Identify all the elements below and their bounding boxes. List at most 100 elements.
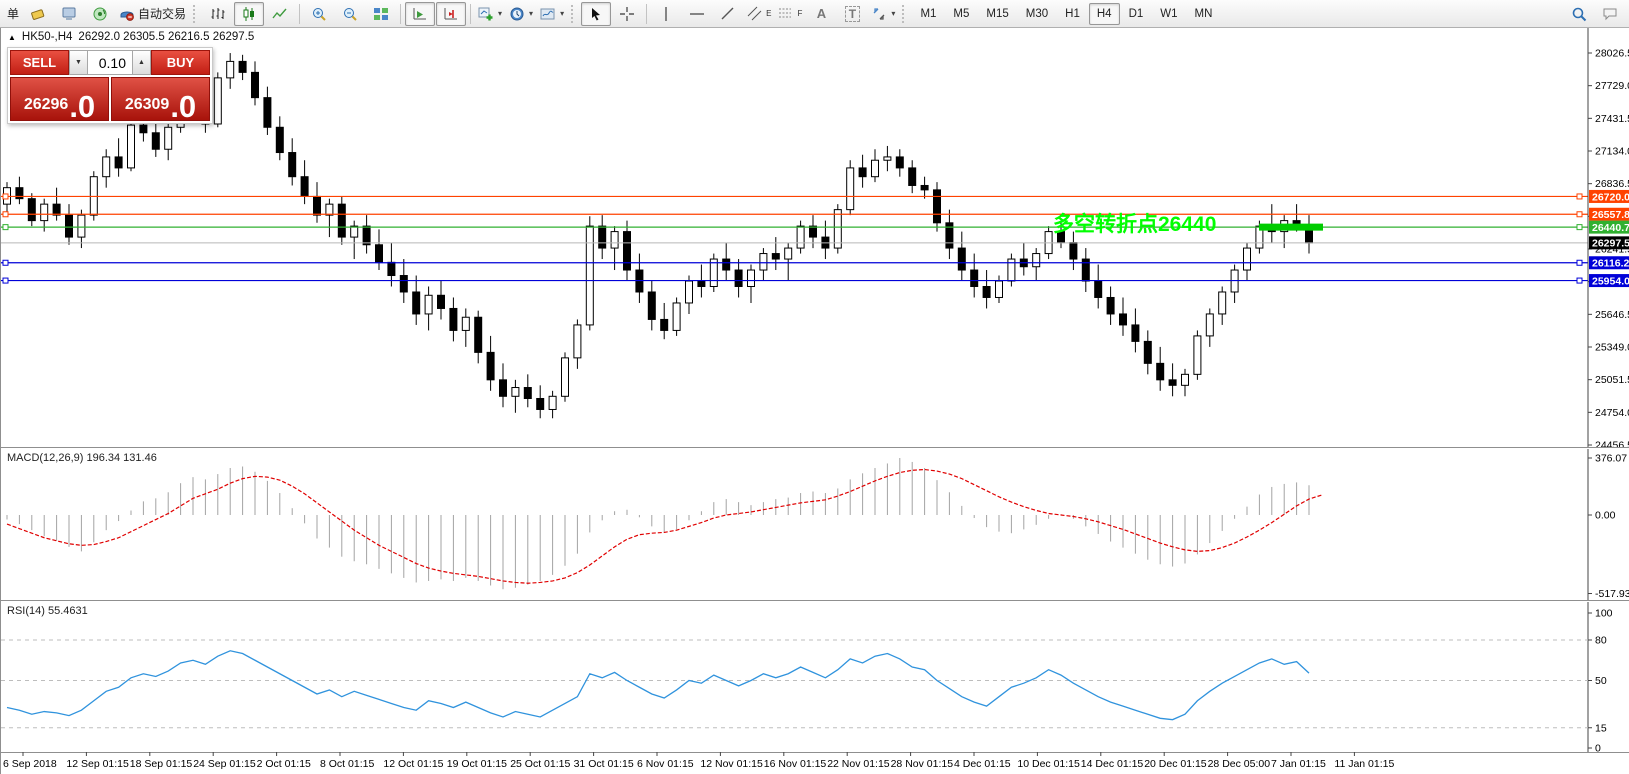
date-label: 28 Nov 01:15 (891, 758, 954, 770)
timeframe-h4[interactable]: H4 (1088, 2, 1120, 25)
chart-shift-button[interactable] (436, 1, 467, 26)
candlestick-series (3, 53, 1313, 419)
svg-text:26720.0: 26720.0 (1592, 191, 1629, 203)
timeframe-h1[interactable]: H1 (1065, 7, 1080, 20)
timeframe-m1[interactable]: M1 (920, 7, 937, 20)
toolbar-drag-handle[interactable] (571, 4, 577, 23)
macd-indicator (6, 457, 1322, 590)
macd-tick-label: 376.07 (1595, 452, 1627, 464)
price-tick-label: 28026.5 (1595, 48, 1629, 60)
channel-tool-button[interactable]: E (744, 2, 774, 26)
candlestick-icon (243, 6, 255, 21)
vertical-line-tool-button[interactable] (651, 2, 681, 26)
volume-increase-button[interactable]: ▲ (132, 50, 151, 75)
volume-decrease-button[interactable]: ▼ (69, 50, 88, 75)
zoom-in-button[interactable] (304, 2, 334, 26)
date-label: 28 Dec 05:00 (1208, 758, 1271, 770)
equidistant-channel-icon (747, 6, 762, 20)
crosshair-icon (620, 6, 635, 21)
line-anchor-handle (2, 259, 9, 266)
price-tick-label: 27431.5 (1595, 113, 1629, 125)
cursor-tool-button[interactable] (581, 1, 612, 26)
price-marker-label (1589, 256, 1629, 270)
search-button[interactable] (1564, 2, 1594, 26)
line-anchor-handle (1576, 277, 1583, 284)
rsi-tick-label: 80 (1595, 635, 1607, 647)
svg-text:26557.8: 26557.8 (1592, 209, 1629, 221)
arrows-tool-button[interactable]: ▾ (868, 2, 898, 26)
price-marker-label (1589, 207, 1629, 221)
add-indicator-button[interactable]: ▾ (475, 2, 505, 26)
zoom-out-button[interactable] (335, 2, 365, 26)
ticket-button[interactable] (23, 2, 53, 26)
price-marker-label (1589, 274, 1629, 288)
timeframe-m15[interactable]: M15 (986, 7, 1009, 20)
arrows-icon (873, 7, 885, 20)
zoom-in-icon (313, 7, 326, 21)
chart-svg[interactable]: 多空转折点26440 28026.5 27729.0 27431.5 27134.0 26… (1, 28, 1629, 774)
buy-price-button[interactable]: 26309 .0 (111, 77, 210, 121)
price-tick-label: 24456.5 (1595, 440, 1629, 452)
time-axis[interactable]: 6 Sep 2018 12 Sep 01:15 18 Sep 01:15 24 Sep… (3, 752, 1394, 770)
date-label: 11 Jan 01:15 (1334, 758, 1394, 770)
fibonacci-tool-button[interactable]: F (775, 2, 805, 26)
timeframe-d1[interactable]: D1 (1128, 7, 1144, 20)
chart-window[interactable]: 多空转折点26440 28026.5 27729.0 27431.5 27134.0 26… (0, 28, 1629, 774)
autotrading-button[interactable]: 自动交易 (116, 2, 189, 26)
rsi-tick-label: 0 (1595, 743, 1601, 755)
periods-caret-icon: ▾ (529, 9, 534, 18)
signal-button[interactable] (85, 2, 115, 26)
rsi-tick-label: 100 (1595, 608, 1613, 620)
terminal-button[interactable] (54, 2, 84, 26)
date-label: 6 Nov 01:15 (637, 758, 694, 770)
line-anchor-handle (1576, 193, 1583, 200)
timeframe-m30[interactable]: M30 (1025, 7, 1049, 20)
chart-ohlc-values: 26292.0 26305.5 26216.5 26297.5 (78, 31, 255, 43)
text-tool-button[interactable]: A (806, 2, 836, 26)
price-tick-label: 24754.0 (1595, 407, 1629, 419)
toolbar-drag-handle[interactable] (193, 4, 199, 23)
fibonacci-letter: F (797, 9, 803, 18)
crosshair-tool-button[interactable] (612, 2, 642, 26)
date-label: 24 Sep 01:15 (193, 758, 256, 770)
computer-icon (62, 7, 76, 20)
price-tick-label: 25646.5 (1595, 309, 1629, 321)
text-label-tool-button[interactable]: T (837, 2, 867, 26)
volume-input[interactable]: 0.10 (88, 50, 132, 75)
sell-price-button[interactable]: 26296 .0 (10, 77, 109, 121)
candlestick-chart-button[interactable] (234, 1, 265, 26)
sell-price-frac: .0 (69, 88, 96, 121)
zoom-out-icon (344, 7, 357, 21)
top-toolbar: 单 自动交易 ▾ ▾ (0, 0, 1629, 28)
svg-text:26440.7: 26440.7 (1592, 222, 1629, 234)
chart-annotation[interactable]: 多空转折点26440 (1053, 212, 1216, 236)
price-tick-label: 27729.0 (1595, 80, 1629, 92)
toolbar-drag-handle[interactable] (902, 4, 908, 23)
bar-chart-button[interactable] (203, 2, 233, 26)
timeframe-m5[interactable]: M5 (953, 7, 970, 20)
date-label: 19 Oct 01:15 (447, 758, 507, 770)
sell-button[interactable]: SELL (10, 50, 69, 75)
periods-button[interactable]: ▾ (506, 2, 536, 26)
date-label: 8 Oct 01:15 (320, 758, 374, 770)
horizontal-line-objects[interactable] (1, 193, 1588, 284)
macd-tick-label: -517.93 (1595, 588, 1629, 600)
timeframe-w1[interactable]: W1 (1160, 7, 1178, 20)
trendline-tool-button[interactable] (713, 2, 743, 26)
clock-icon (510, 7, 524, 20)
line-chart-icon (272, 8, 287, 18)
horizontal-line-tool-button[interactable] (682, 2, 712, 26)
vertical-line-icon (665, 6, 667, 21)
broadcast-icon (93, 7, 107, 20)
tile-windows-button[interactable] (366, 2, 396, 26)
templates-button[interactable]: ▾ (537, 2, 567, 26)
date-label: 2 Oct 01:15 (257, 758, 311, 770)
sell-price-int: 26296 (23, 96, 69, 113)
buy-button[interactable]: BUY (151, 50, 210, 75)
timeframe-mn[interactable]: MN (1194, 7, 1213, 20)
line-chart-button[interactable] (265, 2, 295, 26)
auto-scroll-button[interactable] (405, 1, 436, 26)
new-order-button[interactable]: 单 (7, 7, 20, 21)
chat-button[interactable] (1595, 2, 1625, 26)
line-anchor-handle (1576, 211, 1583, 218)
